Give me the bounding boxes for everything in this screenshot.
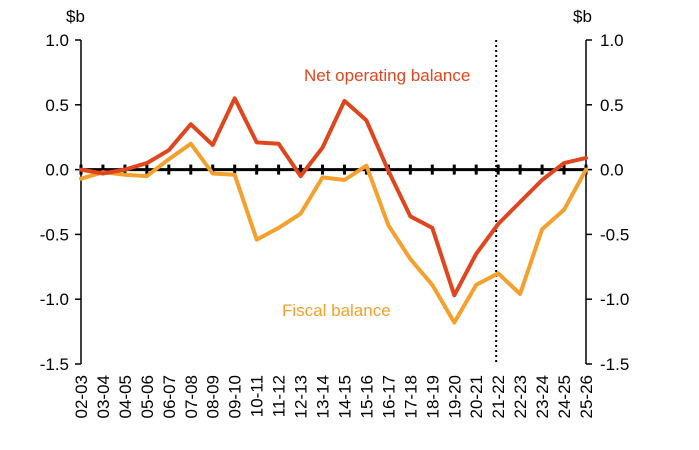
left-y-tick-label: -1.0 (40, 290, 69, 309)
x-tick-label: 22-23 (511, 375, 530, 418)
x-tick-label: 17-18 (401, 375, 420, 418)
x-tick-label: 12-13 (292, 375, 311, 418)
x-tick-label: 20-21 (467, 375, 486, 418)
right-y-tick-label: 0.0 (600, 161, 624, 180)
x-tick-label: 13-14 (314, 375, 333, 418)
net-operating-balance-label: Net operating balance (304, 66, 470, 85)
left-y-tick-label: 0.5 (45, 96, 69, 115)
x-tick-label: 10-11 (248, 375, 267, 417)
right-y-tick-label: -0.5 (600, 225, 629, 244)
x-tick-label: 23-24 (533, 375, 552, 418)
x-tick-label: 25-26 (577, 375, 596, 418)
x-tick-label: 03-04 (94, 375, 113, 418)
x-tick-label: 08-09 (204, 375, 223, 418)
x-tick-label: 04-05 (116, 375, 135, 418)
x-tick-label: 15-16 (357, 375, 376, 418)
x-tick-label: 06-07 (160, 375, 179, 418)
left-axis-unit-label: $b (66, 7, 85, 26)
fiscal-balance-label: Fiscal balance (282, 301, 391, 320)
left-y-tick-label: -1.5 (40, 355, 69, 374)
left-y-tick-label: 1.0 (45, 31, 69, 50)
right-y-tick-label: 1.0 (600, 31, 624, 50)
x-tick-label: 07-08 (182, 375, 201, 418)
left-y-tick-label: -0.5 (40, 225, 69, 244)
x-tick-label: 09-10 (226, 375, 245, 418)
x-tick-label: 21-22 (489, 375, 508, 418)
right-axis-unit-label: $b (573, 7, 592, 26)
x-tick-label: 16-17 (379, 375, 398, 418)
x-tick-label: 18-19 (423, 375, 442, 418)
right-y-tick-label: -1.5 (600, 355, 629, 374)
x-tick-label: 24-25 (555, 375, 574, 418)
right-y-tick-label: -1.0 (600, 290, 629, 309)
right-y-tick-label: 0.5 (600, 96, 624, 115)
x-tick-label: 05-06 (138, 375, 157, 418)
x-tick-label: 11-12 (270, 375, 289, 417)
fiscal-balance-line (79, 141, 588, 325)
left-y-tick-label: 0.0 (45, 161, 69, 180)
x-tick-label: 02-03 (72, 375, 91, 418)
x-tick-label: 14-15 (335, 375, 354, 418)
net-operating-balance-line (79, 96, 588, 298)
x-tick-label: 19-20 (445, 375, 464, 418)
